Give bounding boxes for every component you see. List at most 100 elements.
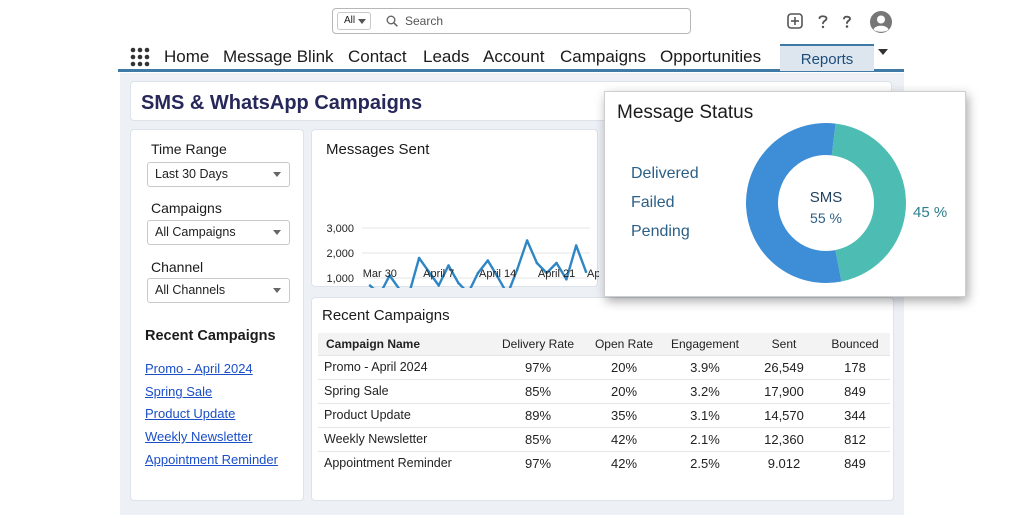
chart-point: [368, 284, 372, 287]
cell-sent: 14,570: [748, 402, 820, 427]
help-icon[interactable]: [814, 12, 832, 30]
chart-point: [447, 264, 450, 267]
cell-delivery-rate: 89%: [490, 402, 586, 427]
recent-campaign-link[interactable]: Spring Sale: [145, 384, 213, 399]
nav-item-home[interactable]: Home: [164, 47, 210, 66]
legend-pending: Pending: [631, 223, 690, 240]
chart-point: [476, 271, 480, 275]
message-status-title: Message Status: [617, 102, 754, 123]
chart-title: Messages Sent: [326, 141, 430, 158]
column-header-campaign-name[interactable]: Campaign Name: [318, 333, 490, 355]
message-status-panel: Message Status Delivered Failed Pending …: [604, 91, 966, 297]
donut-slice: [746, 123, 842, 283]
campaigns-table: Campaign Name Delivery Rate Open Rate En…: [318, 333, 890, 475]
time-range-value: Last 30 Days: [155, 167, 228, 181]
y-tick-label: 3,000: [326, 223, 354, 235]
chart-point: [417, 256, 421, 260]
tab-reports[interactable]: Reports: [780, 44, 874, 71]
top-bar: All: [0, 0, 1024, 42]
search-icon: [386, 15, 398, 27]
campaigns-filter-label: Campaigns: [151, 200, 222, 216]
cell-bounced: 849: [820, 378, 890, 403]
cell-campaign-name: Appointment Reminder: [318, 450, 490, 475]
cell-engagement: 3.2%: [662, 378, 748, 403]
cell-delivery-rate: 97%: [490, 354, 586, 379]
add-icon[interactable]: [786, 12, 804, 30]
time-range-label: Time Range: [151, 141, 227, 157]
column-header-open-rate[interactable]: Open Rate: [586, 333, 662, 355]
table-row[interactable]: Weekly Newsletter 85% 42% 2.1% 12,360 81…: [318, 426, 890, 451]
x-tick-label: April 14: [479, 268, 516, 280]
cell-campaign-name: Spring Sale: [318, 378, 490, 403]
chevron-down-icon[interactable]: [878, 49, 888, 55]
cell-sent: 9.012: [748, 450, 820, 475]
nav-item-account[interactable]: Account: [483, 47, 545, 66]
message-status-donut: [746, 123, 906, 283]
chart-point: [427, 270, 431, 274]
app-launcher-icon[interactable]: [129, 46, 151, 68]
recent-campaign-link[interactable]: Weekly Newsletter: [145, 429, 253, 444]
cell-bounced: 344: [820, 402, 890, 427]
table-row[interactable]: Appointment Reminder 97% 42% 2.5% 9.012 …: [318, 450, 890, 475]
chart-point: [486, 259, 490, 262]
donut-center-label: SMS: [809, 189, 843, 206]
chart-point: [525, 239, 529, 242]
campaigns-select[interactable]: All Campaigns: [147, 220, 290, 245]
chart-point: [496, 275, 499, 279]
cell-open-rate: 35%: [586, 402, 662, 427]
column-header-sent[interactable]: Sent: [748, 333, 820, 355]
chart-series-line: [369, 239, 588, 288]
cell-delivery-rate: 85%: [490, 426, 586, 451]
table-header-row: Campaign Name Delivery Rate Open Rate En…: [318, 333, 890, 355]
chart-point: [515, 267, 519, 271]
donut-slice-value: 45 %: [913, 204, 948, 221]
column-header-delivery-rate[interactable]: Delivery Rate: [490, 333, 586, 355]
nav-item-contact[interactable]: Contact: [348, 47, 407, 66]
cell-delivery-rate: 97%: [490, 450, 586, 475]
cell-campaign-name: Product Update: [318, 402, 490, 427]
x-tick-label: April 19: [587, 268, 599, 280]
cell-sent: 12,360: [748, 426, 820, 451]
cell-delivery-rate: 85%: [490, 378, 586, 403]
y-tick-label: 2,000: [326, 248, 354, 260]
table-row[interactable]: Spring Sale 85% 20% 3.2% 17,900 849: [318, 378, 890, 403]
recent-campaign-link[interactable]: Promo - April 2024: [145, 361, 253, 376]
table-row[interactable]: Promo - April 2024 97% 20% 3.9% 26,549 1…: [318, 354, 890, 379]
global-search: All: [332, 8, 691, 34]
column-header-bounced[interactable]: Bounced: [820, 333, 890, 355]
channel-filter-value: All Channels: [155, 283, 226, 297]
filter-panel: Time Range Last 30 Days Campaigns All Ca…: [130, 129, 304, 501]
cell-engagement: 3.1%: [662, 402, 748, 427]
help-alt-icon[interactable]: [838, 12, 856, 30]
cell-open-rate: 20%: [586, 378, 662, 403]
recent-campaign-link[interactable]: Appointment Reminder: [145, 452, 278, 467]
y-tick-label: 1,000: [326, 273, 354, 285]
x-tick-label: April 21: [538, 268, 575, 280]
recent-campaigns-card: Recent Campaigns Campaign Name Delivery …: [311, 297, 894, 501]
chevron-down-icon: [273, 288, 281, 293]
nav-item-leads[interactable]: Leads: [423, 47, 470, 66]
nav-item-opportunities[interactable]: Opportunities: [660, 47, 762, 66]
table-title: Recent Campaigns: [322, 307, 450, 324]
search-input[interactable]: [405, 12, 675, 30]
donut-slice: [831, 123, 906, 282]
x-tick-label: April 7: [423, 268, 454, 280]
cell-open-rate: 20%: [586, 354, 662, 379]
recent-campaign-link[interactable]: Product Update: [145, 406, 236, 421]
search-scope-label: All: [344, 15, 356, 26]
x-tick-label: Mar 30: [363, 268, 397, 280]
table-row[interactable]: Product Update 89% 35% 3.1% 14,570 344: [318, 402, 890, 427]
search-scope-select[interactable]: All: [337, 12, 371, 30]
avatar-icon[interactable]: [869, 10, 893, 34]
recent-campaigns-heading: Recent Campaigns: [145, 328, 276, 344]
cell-engagement: 3.9%: [662, 354, 748, 379]
nav-item-message-blink[interactable]: Message Blink: [223, 47, 334, 66]
channel-select[interactable]: All Channels: [147, 278, 290, 303]
dashboard-workspace: SMS & WhatsApp Campaigns Time Range Last…: [120, 73, 904, 515]
nav-item-campaigns[interactable]: Campaigns: [560, 47, 646, 66]
campaigns-filter-value: All Campaigns: [155, 225, 236, 239]
time-range-select[interactable]: Last 30 Days: [147, 162, 290, 187]
column-header-engagement[interactable]: Engagement: [662, 333, 748, 355]
